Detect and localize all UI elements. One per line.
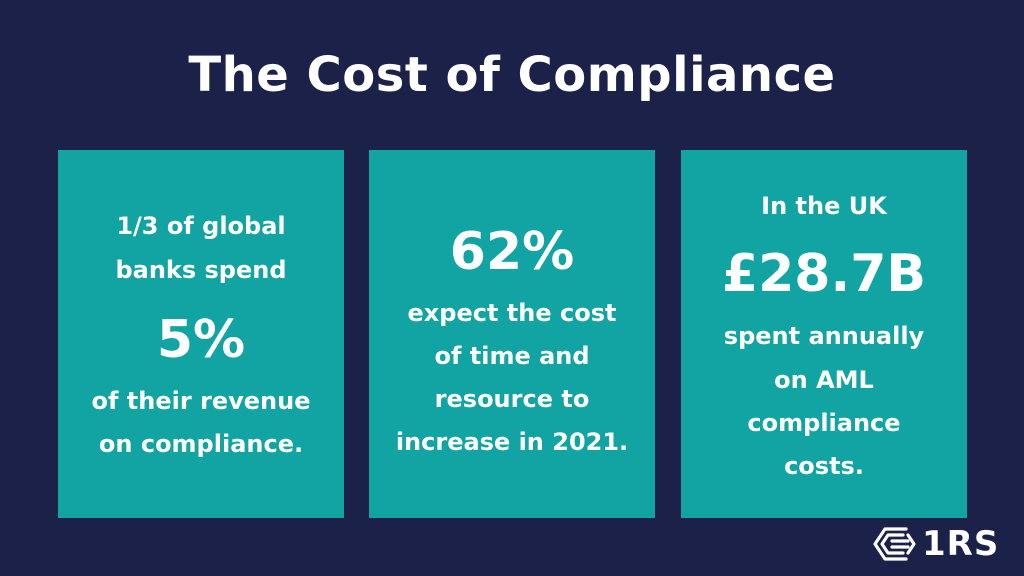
card-text-line: banks spend [115,256,287,284]
page-title: The Cost of Compliance [188,47,836,103]
card-text-line: on AML [774,366,874,394]
card-text-line: expect the cost [407,299,617,327]
stat-value: £28.7B [721,244,927,304]
card-text-line: costs. [784,452,864,480]
stat-value: 5% [156,310,246,370]
stat-card-global-banks: 1/3 of global banks spend 5% of their re… [58,150,344,518]
card-text-line: of time and [434,342,590,370]
stat-card-cost-expectation: 62% expect the cost of time and resource… [369,150,655,518]
stat-value: 62% [449,222,575,282]
logo-text: 1RS [922,524,1000,564]
card-text-line: of their revenue [91,387,311,415]
card-text-line: increase in 2021. [395,428,629,456]
card-text-line: resource to [434,385,590,413]
stat-card-uk-aml: In the UK £28.7B spent annually on AML c… [681,150,967,518]
card-text-line: spent annually [723,322,925,350]
card-text-line: In the UK [761,192,887,220]
card-text-line: on compliance. [98,430,304,458]
brand-logo: 1RS [872,519,1012,569]
card-text-line: compliance [747,409,901,437]
card-text-line: 1/3 of global [116,212,286,240]
hexagon-s-logo-icon [872,523,918,565]
